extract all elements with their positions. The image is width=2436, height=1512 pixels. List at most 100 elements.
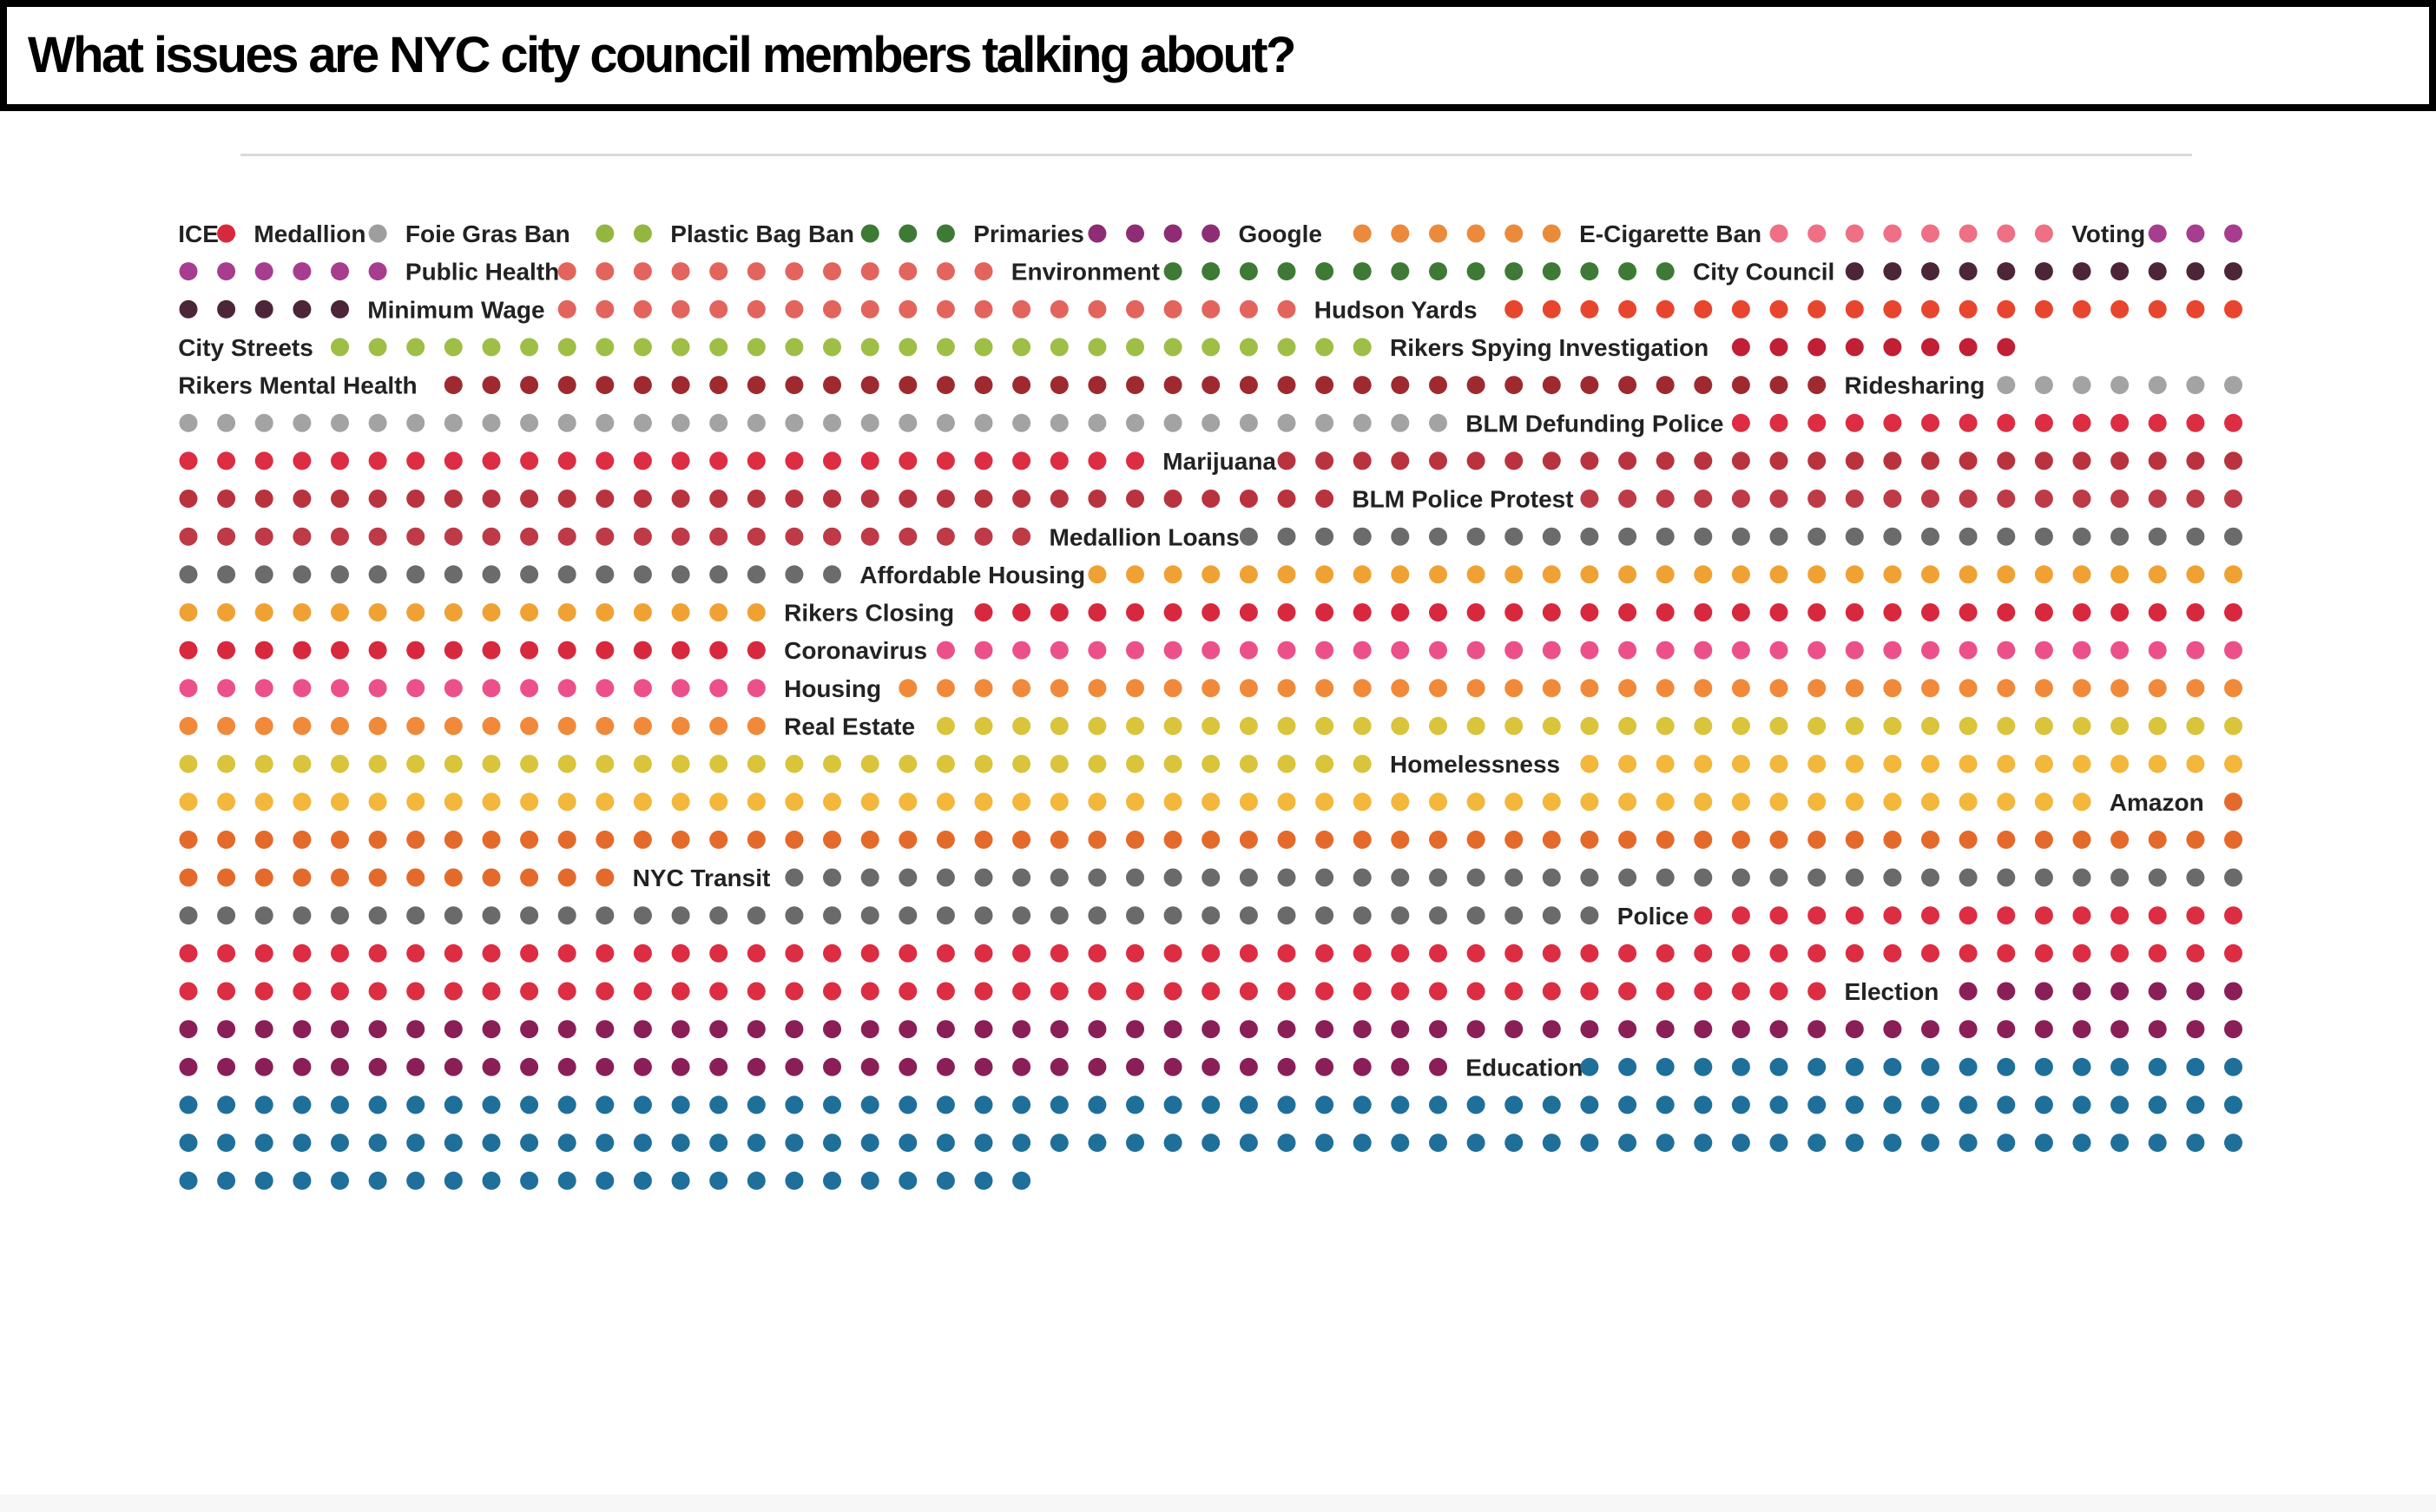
dot-election bbox=[1126, 1020, 1144, 1039]
dot-amazon bbox=[368, 868, 387, 887]
dot-housing bbox=[1504, 679, 1524, 698]
dot-police bbox=[1466, 943, 1485, 963]
dot-housing bbox=[709, 716, 728, 735]
dot-homelessness bbox=[1845, 792, 1864, 812]
dot-housing bbox=[1050, 679, 1069, 698]
dot-affordable-housing bbox=[1845, 565, 1864, 584]
dot-police bbox=[974, 982, 993, 1001]
dot-affordable-housing bbox=[331, 603, 349, 621]
dot-housing bbox=[1012, 679, 1031, 698]
dot-affordable-housing bbox=[747, 603, 766, 621]
dot-affordable-housing bbox=[1921, 565, 1939, 584]
dot-blm-police-protest bbox=[860, 527, 879, 546]
dot-real-estate bbox=[671, 754, 690, 773]
dot-nyc-transit bbox=[1088, 906, 1107, 925]
dot-ridesharing bbox=[1391, 413, 1410, 432]
dot-education bbox=[596, 1095, 615, 1114]
dot-real-estate bbox=[936, 716, 955, 735]
dot-election bbox=[217, 1020, 236, 1039]
dot-ridesharing bbox=[1202, 413, 1221, 432]
dot-police bbox=[936, 982, 955, 1001]
dot-medallion-loans bbox=[1997, 527, 2016, 546]
dot-real-estate bbox=[1580, 716, 1599, 735]
dot-education bbox=[1012, 1095, 1031, 1114]
dot-education bbox=[1315, 1134, 1334, 1153]
dot-education bbox=[1731, 1095, 1750, 1114]
dot-marijuana bbox=[557, 490, 576, 508]
dot-education bbox=[1504, 1134, 1524, 1153]
dot-housing bbox=[1088, 679, 1107, 698]
dot-real-estate bbox=[1845, 716, 1864, 735]
dot-election bbox=[747, 1057, 766, 1076]
dot-police bbox=[936, 943, 955, 963]
dot-marijuana bbox=[1807, 451, 1827, 470]
dot-education bbox=[1202, 1095, 1221, 1114]
topic-label-minimum-wage: Minimum Wage bbox=[367, 296, 544, 323]
dot-amazon bbox=[1466, 830, 1485, 849]
dot-housing bbox=[1163, 679, 1182, 698]
dot-police bbox=[1050, 982, 1069, 1001]
dot-affordable-housing bbox=[2110, 565, 2130, 584]
dot-amazon bbox=[217, 868, 236, 887]
dot-hudson-yards bbox=[1694, 299, 1713, 319]
dot-affordable-housing bbox=[1353, 565, 1372, 584]
dot-election bbox=[293, 1020, 312, 1039]
dot-police bbox=[406, 943, 425, 963]
dot-housing bbox=[1391, 679, 1410, 698]
dot-blm-defunding-police bbox=[1126, 451, 1144, 470]
dot-rikers-closing bbox=[1997, 603, 2016, 621]
dot-amazon bbox=[520, 868, 539, 887]
dot-police bbox=[747, 982, 766, 1001]
dot-city-streets bbox=[1088, 338, 1107, 357]
dot-education bbox=[1731, 1134, 1750, 1153]
dot-education bbox=[2148, 1134, 2167, 1153]
dot-housing bbox=[2224, 679, 2242, 698]
dot-public-health bbox=[860, 262, 879, 281]
dot-housing bbox=[1656, 679, 1675, 698]
dot-nyc-transit bbox=[482, 906, 501, 925]
dot-election bbox=[1656, 1020, 1675, 1039]
dot-police bbox=[1202, 982, 1221, 1001]
dot-blm-police-protest bbox=[785, 527, 804, 546]
dot-medallion bbox=[368, 224, 387, 243]
dot-homelessness bbox=[1050, 792, 1069, 812]
dot-education bbox=[1769, 1057, 1788, 1076]
dot-election bbox=[747, 1020, 766, 1039]
dot-nyc-transit bbox=[1694, 868, 1713, 887]
dot-marijuana bbox=[1391, 451, 1410, 470]
dot-housing bbox=[1429, 679, 1447, 698]
dot-real-estate bbox=[633, 754, 652, 773]
dot-coronavirus bbox=[2224, 641, 2242, 660]
dot-primaries bbox=[1163, 224, 1182, 243]
dot-rikers-mental-health bbox=[671, 376, 690, 395]
dot-marijuana bbox=[1202, 490, 1221, 508]
dot-ridesharing bbox=[179, 413, 198, 432]
dot-education bbox=[1997, 1095, 2016, 1114]
dot-coronavirus bbox=[1883, 641, 1902, 660]
dot-ridesharing bbox=[1012, 413, 1031, 432]
dot-affordable-housing bbox=[368, 603, 387, 621]
dot-marijuana bbox=[293, 490, 312, 508]
dot-nyc-transit bbox=[823, 868, 841, 887]
dot-rikers-closing bbox=[368, 641, 387, 660]
dot-homelessness bbox=[1239, 792, 1258, 812]
dot-environment bbox=[1466, 262, 1485, 281]
dot-rikers-mental-health bbox=[1504, 376, 1524, 395]
dot-nyc-transit bbox=[1353, 906, 1372, 925]
dot-blm-police-protest bbox=[936, 527, 955, 546]
dot-real-estate bbox=[596, 754, 615, 773]
dot-education bbox=[899, 1134, 918, 1153]
dot-election bbox=[899, 1057, 918, 1076]
dot-environment bbox=[1429, 262, 1447, 281]
dot-real-estate bbox=[331, 754, 349, 773]
dot-police bbox=[1694, 943, 1713, 963]
dot-police bbox=[1807, 982, 1827, 1001]
dot-ridesharing bbox=[482, 413, 501, 432]
dot-police bbox=[2148, 943, 2167, 963]
dot-medallion-loans bbox=[1580, 527, 1599, 546]
dot-blm-police-protest bbox=[520, 527, 539, 546]
dot-election bbox=[1353, 1057, 1372, 1076]
dot-coronavirus bbox=[2186, 641, 2205, 660]
dot-education bbox=[974, 1171, 993, 1190]
dot-public-health bbox=[557, 262, 576, 281]
